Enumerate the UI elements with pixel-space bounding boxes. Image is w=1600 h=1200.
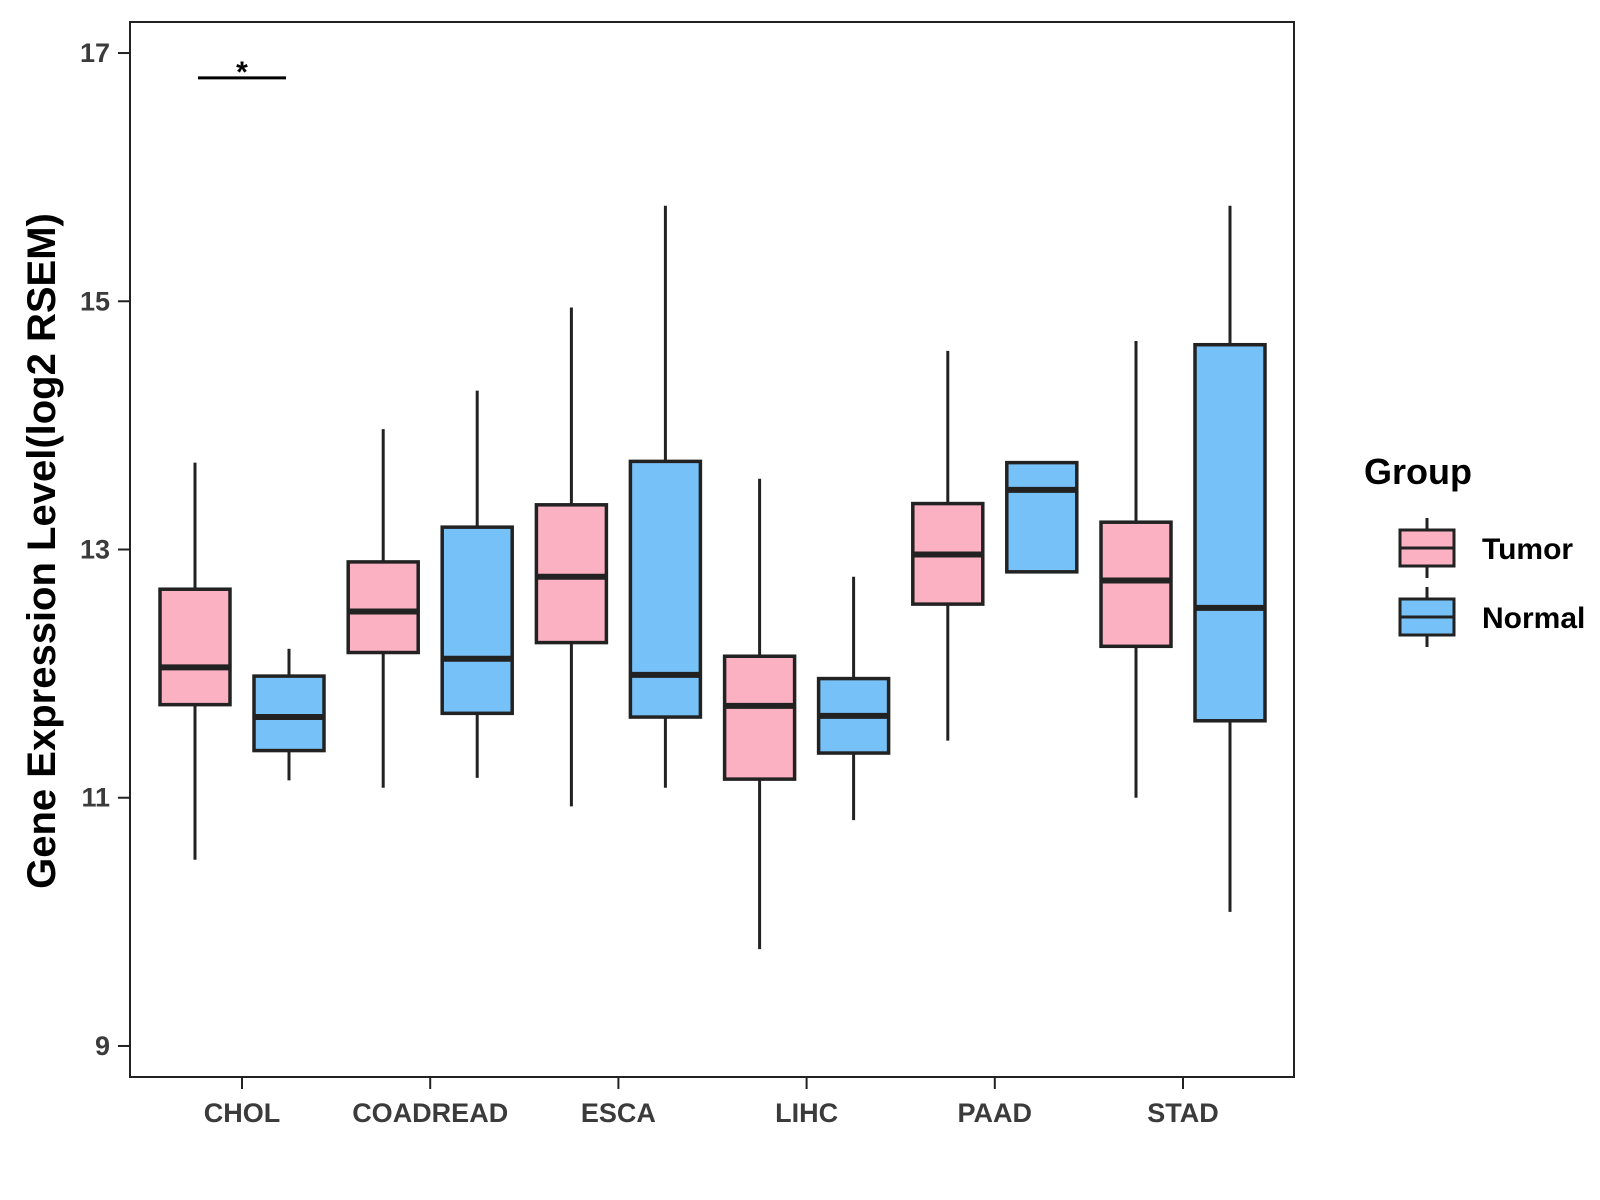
significance-annotations: * [198, 56, 286, 89]
normal-series [252, 205, 1267, 912]
normal-box-lihc [816, 576, 891, 821]
tumor-box-paad [911, 350, 985, 741]
tumor-box-coadread [346, 429, 420, 788]
normal-box-paad [1005, 460, 1079, 574]
box-series [158, 205, 1267, 950]
tumor-series [158, 307, 1173, 950]
legend: Group Tumor Normal [1364, 451, 1585, 647]
box-iqr [534, 503, 609, 645]
normal-box-esca [628, 205, 703, 788]
x-tick-label: CHOL [204, 1098, 281, 1128]
tumor-box-stad [1099, 340, 1173, 798]
box-iqr [1005, 460, 1079, 574]
y-axis-title: Gene Expression Level(log2 RSEM) [20, 213, 64, 889]
tumor-box-lihc [722, 478, 797, 950]
x-tick-label: LIHC [775, 1098, 838, 1128]
x-tick-label: ESCA [581, 1098, 656, 1128]
box-iqr [1099, 520, 1173, 649]
legend-label: Normal [1482, 602, 1585, 635]
normal-box-coadread [440, 390, 514, 778]
y-tick-label: 15 [80, 286, 110, 316]
legend-title: Group [1364, 451, 1472, 492]
legend-label: Tumor [1482, 533, 1573, 566]
y-tick-label: 9 [95, 1031, 110, 1061]
tumor-box-esca [534, 307, 609, 807]
normal-box-stad [1193, 205, 1267, 912]
legend-item-normal: Normal [1398, 587, 1585, 647]
y-tick-label: 11 [81, 783, 110, 813]
y-axis: 9 11 13 15 17 [80, 38, 130, 1061]
box-iqr [158, 587, 232, 707]
box-iqr [346, 560, 420, 655]
x-tick-label: PAAD [958, 1098, 1033, 1128]
significance-star: * [236, 56, 248, 89]
tumor-box-chol [158, 462, 232, 860]
x-tick-label: STAD [1147, 1098, 1219, 1128]
y-tick-label: 13 [80, 535, 110, 565]
legend-item-tumor: Tumor [1398, 518, 1573, 578]
box-iqr [440, 525, 514, 716]
y-tick-label: 17 [80, 38, 110, 68]
box-iqr [628, 459, 703, 719]
box-iqr [1193, 342, 1267, 723]
x-tick-label: COADREAD [352, 1098, 508, 1128]
box-iqr [722, 654, 797, 781]
box-iqr [252, 674, 326, 753]
normal-box-chol [252, 648, 326, 781]
x-axis: CHOL COADREAD ESCA LIHC PAAD STAD [204, 1077, 1219, 1128]
